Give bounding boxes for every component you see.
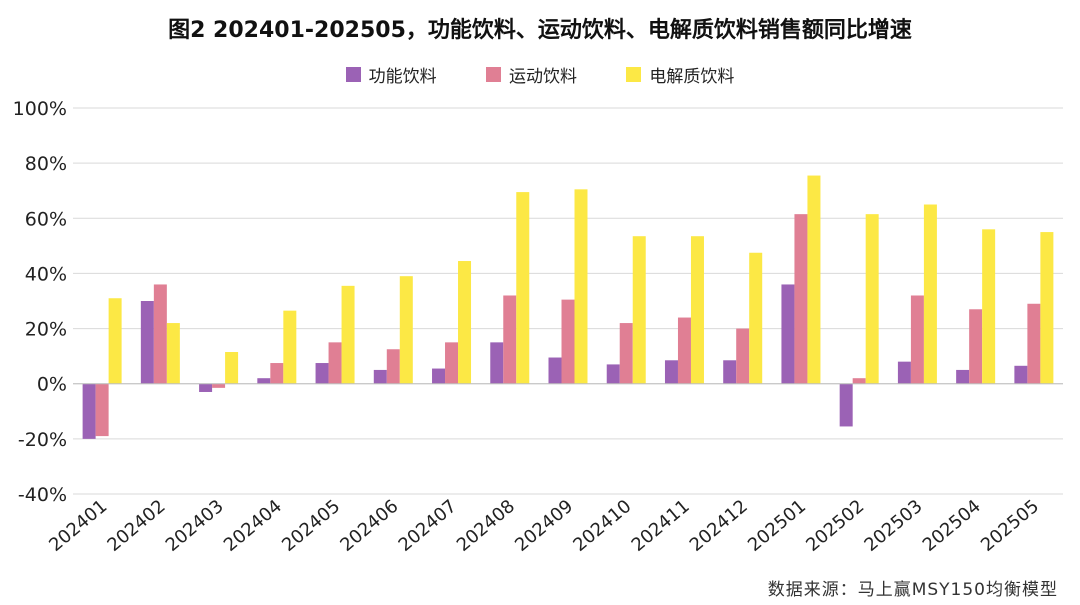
bar-electrolyte-202412 (749, 252, 763, 384)
bar-functional-202409 (548, 357, 562, 384)
x-tick-label: 202402 (103, 496, 169, 556)
chart-legend: 功能饮料 运动饮料 电解质饮料 (0, 62, 1080, 87)
bar-functional-202403 (199, 383, 213, 392)
bar-electrolyte-202405 (341, 285, 355, 384)
bar-functional-202412 (723, 360, 737, 384)
bar-electrolyte-202409 (574, 189, 588, 384)
bar-electrolyte-202408 (516, 192, 530, 384)
y-tick-label: 60% (25, 208, 67, 230)
x-tick-label: 202407 (395, 496, 461, 556)
bar-sports-202503 (910, 295, 924, 384)
bar-sports-202410 (619, 323, 633, 384)
legend-swatch-sports (486, 67, 501, 82)
bar-electrolyte-202403 (225, 352, 239, 384)
bar-electrolyte-202411 (690, 236, 704, 384)
bar-electrolyte-202406 (399, 276, 413, 384)
x-tick-label: 202405 (278, 496, 344, 556)
bar-sports-202501 (794, 214, 808, 384)
x-tick-label: 202411 (628, 496, 694, 556)
bar-electrolyte-202501 (807, 175, 821, 384)
x-tick-label: 202404 (220, 496, 286, 556)
bar-functional-202410 (606, 364, 620, 384)
bar-electrolyte-202504 (982, 229, 996, 384)
legend-swatch-functional (345, 67, 361, 82)
bar-sports-202405 (328, 342, 342, 384)
bar-electrolyte-202404 (283, 310, 297, 384)
bar-sports-202408 (503, 295, 517, 384)
bar-functional-202502 (839, 383, 853, 427)
x-tick-label: 202501 (744, 496, 810, 556)
x-tick-label: 202410 (569, 496, 635, 556)
bar-sports-202407 (445, 342, 459, 384)
bar-sports-202404 (270, 363, 284, 384)
y-tick-label: 0% (37, 374, 67, 396)
bar-functional-202408 (490, 342, 504, 384)
bar-electrolyte-202401 (108, 298, 122, 384)
legend-label-sports: 运动饮料 (509, 67, 577, 87)
chart-title: 图2 202401-202505，功能饮料、运动饮料、电解质饮料销售额同比增速 (168, 18, 912, 43)
x-tick-label: 202505 (977, 496, 1043, 556)
y-tick-label: 80% (25, 153, 67, 175)
legend-item-sports: 运动饮料 (486, 62, 577, 87)
legend-swatch-electrolyte (626, 67, 642, 82)
bar-sports-202401 (95, 383, 109, 437)
bar-electrolyte-202505 (1040, 232, 1054, 384)
bar-electrolyte-202503 (923, 204, 937, 384)
bar-functional-202503 (897, 361, 911, 384)
bar-sports-202411 (677, 317, 691, 384)
bar-functional-202407 (432, 368, 446, 384)
bar-sports-202505 (1027, 303, 1041, 384)
bar-functional-202411 (664, 360, 678, 384)
bar-functional-202406 (373, 369, 387, 384)
legend-label-functional: 功能饮料 (368, 67, 437, 87)
bar-functional-202402 (140, 301, 154, 384)
bar-electrolyte-202402 (166, 323, 180, 384)
bar-functional-202505 (1014, 365, 1028, 384)
x-tick-label: 202409 (511, 496, 577, 556)
bar-sports-202403 (212, 383, 226, 388)
legend-item-functional: 功能饮料 (345, 62, 437, 87)
bar-electrolyte-202502 (865, 214, 879, 384)
bar-sports-202412 (736, 328, 750, 384)
y-tick-label: 40% (25, 263, 67, 285)
x-tick-label: 202503 (860, 496, 926, 556)
x-tick-label: 202502 (802, 496, 868, 556)
bar-functional-202401 (82, 383, 96, 439)
bar-sports-202406 (386, 349, 400, 384)
legend-item-electrolyte: 电解质饮料 (626, 62, 734, 87)
bar-electrolyte-202407 (458, 261, 472, 384)
legend-label-electrolyte: 电解质饮料 (649, 67, 735, 87)
x-tick-label: 202408 (453, 496, 519, 556)
x-tick-label: 202412 (686, 496, 752, 556)
bar-functional-202404 (257, 378, 271, 384)
y-tick-label: -20% (18, 429, 67, 451)
x-tick-label: 202406 (336, 496, 402, 556)
y-tick-label: 20% (25, 319, 67, 341)
bar-functional-202405 (315, 363, 329, 384)
source-note: 数据来源：马上赢MSY150均衡模型 (767, 580, 1058, 600)
bar-sports-202502 (852, 378, 866, 384)
bar-sports-202504 (969, 309, 983, 384)
bar-electrolyte-202410 (632, 236, 646, 384)
bar-sports-202409 (561, 299, 575, 384)
y-tick-label: -40% (18, 484, 67, 506)
x-tick-label: 202403 (162, 496, 228, 556)
bar-functional-202504 (956, 369, 970, 384)
bar-sports-202402 (153, 284, 167, 384)
bar-functional-202501 (781, 284, 795, 384)
y-tick-label: 100% (13, 98, 67, 120)
x-tick-label: 202504 (919, 496, 985, 556)
